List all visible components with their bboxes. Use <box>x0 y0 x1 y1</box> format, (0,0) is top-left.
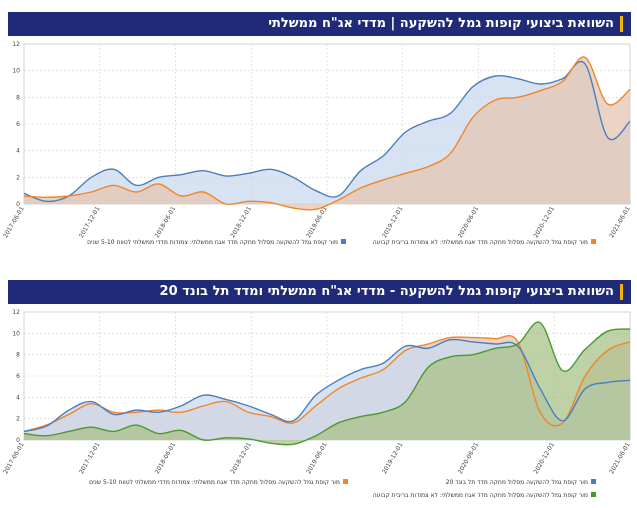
series-line-1 <box>23 338 631 433</box>
x-tick-label: 2018-06-01 <box>154 205 178 239</box>
y-tick-label: 4 <box>16 148 20 155</box>
x-tick-label: 2019-06-01 <box>305 441 329 475</box>
y-tick-label: 6 <box>16 121 20 128</box>
series-line-0 <box>23 60 631 203</box>
x-tick-label: 2017-06-01 <box>2 205 26 239</box>
legend-swatch <box>343 479 348 484</box>
x-tick-label: 2020-06-01 <box>457 441 481 475</box>
x-tick-label: 2019-12-01 <box>381 441 405 475</box>
legend-swatch <box>591 492 596 497</box>
legend-label: מור קופת גמל להשקעה מסלול מחקה מדד תל בו… <box>446 479 588 486</box>
series-area-2 <box>24 322 630 445</box>
y-tick-label: 4 <box>16 394 20 401</box>
y-tick-label: 10 <box>12 330 20 337</box>
series-line-1 <box>23 56 631 211</box>
legend-item[interactable]: מור קופת גמל להשקעה מסלול מחקה מדד אגח מ… <box>373 492 596 499</box>
legend-swatch <box>341 239 346 244</box>
x-tick-label: 2017-12-01 <box>78 205 102 239</box>
y-tick-label: 0 <box>16 437 20 444</box>
chart1-title: השוואת ביצועי קופות גמל להשקעה | מדדי אג… <box>268 16 614 31</box>
y-tick-label: 2 <box>16 174 20 181</box>
legend-item[interactable]: מור קופת גמל להשקעה מסלול מחקה מדד תל בו… <box>446 479 596 486</box>
x-tick-label: 2019-12-01 <box>381 205 405 239</box>
x-tick-label: 2020-12-01 <box>532 441 556 475</box>
x-tick-label: 2017-12-01 <box>78 441 102 475</box>
chart2-title-banner: השוואת ביצועי קופות גמל להשקעה - מדדי אג… <box>8 280 631 304</box>
legend-swatch <box>591 479 596 484</box>
y-tick-label: 12 <box>12 41 20 48</box>
series-line-2 <box>23 321 631 446</box>
x-tick-label: 2021-06-01 <box>608 205 632 239</box>
banner-accent-bar <box>620 284 623 300</box>
legend-item[interactable]: מור קופת גמל להשקעה מסלול מחקה מדד אגח מ… <box>89 479 348 486</box>
legend-label: מור קופת גמל להשקעה מסלול מחקה מדד אגח מ… <box>373 492 588 499</box>
x-tick-label: 2020-06-01 <box>457 205 481 239</box>
legend-label: מור קופת גמל להשקעה מסלול מחקה מדד אגח מ… <box>87 239 338 246</box>
x-tick-label: 2018-12-01 <box>229 441 253 475</box>
y-tick-label: 12 <box>12 309 20 316</box>
y-tick-label: 10 <box>12 68 20 75</box>
legend-swatch <box>591 239 596 244</box>
series-area-1 <box>24 56 630 210</box>
y-tick-label: 6 <box>16 373 20 380</box>
x-tick-label: 2020-12-01 <box>532 205 556 239</box>
legend-item[interactable]: מור קופת גמל להשקעה מסלול מחקה מדד אגח מ… <box>87 239 346 246</box>
y-tick-label: 2 <box>16 416 20 423</box>
chart1-title-banner: השוואת ביצועי קופות גמל להשקעה | מדדי אג… <box>8 12 631 36</box>
legend-label: מור קופת גמל להשקעה מסלול מחקה מדד אגח מ… <box>89 479 340 486</box>
chart2-svg: 0 2 4 6 8 10 12 2017-06-01 2017-12-01 2018-06-01 2… <box>2 309 632 499</box>
x-tick-label: 2018-06-01 <box>154 441 178 475</box>
x-tick-label: 2018-12-01 <box>229 205 253 239</box>
legend-label: מור קופת גמל להשקעה מסלול מחקה מדד אגח מ… <box>373 239 588 246</box>
x-tick-label: 2017-06-01 <box>2 441 26 475</box>
y-tick-label: 8 <box>16 94 20 101</box>
y-tick-label: 0 <box>16 201 20 208</box>
legend-item[interactable]: מור קופת גמל להשקעה מסלול מחקה מדד אגח מ… <box>373 239 596 246</box>
chart1-svg: 0 2 4 6 8 10 12 2017-06-01 2017-12-01 2018-06-01 2… <box>2 41 632 246</box>
x-tick-label: 2021-06-01 <box>608 441 632 475</box>
y-tick-label: 8 <box>16 352 20 359</box>
chart2-title: השוואת ביצועי קופות גמל להשקעה - מדדי אג… <box>159 284 614 299</box>
banner-accent-bar <box>620 16 623 32</box>
